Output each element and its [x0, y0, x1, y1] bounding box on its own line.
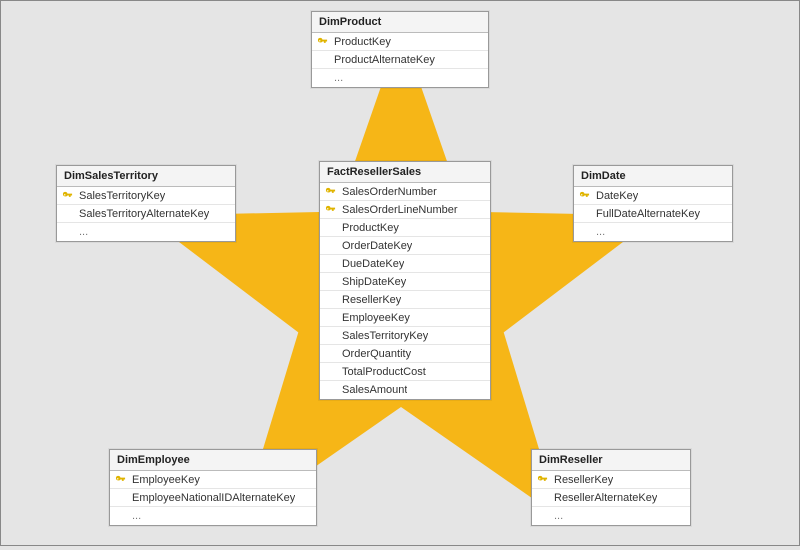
column-name: SalesOrderNumber	[338, 186, 437, 198]
column-row[interactable]: ResellerKey	[320, 291, 490, 309]
primary-key-icon	[322, 186, 338, 197]
column-row[interactable]: SalesTerritoryAlternateKey	[57, 205, 235, 223]
table-dimemployee[interactable]: DimEmployee EmployeeKey EmployeeNationalID…	[109, 449, 317, 526]
column-name: ProductKey	[338, 222, 399, 234]
column-row[interactable]: ResellerAlternateKey	[532, 489, 690, 507]
primary-key-icon	[534, 474, 550, 485]
table-dimproduct[interactable]: DimProduct ProductKey ProductAlternateKey.…	[311, 11, 489, 88]
column-row[interactable]: EmployeeKey	[320, 309, 490, 327]
table-dimdate[interactable]: DimDate DateKey FullDateAlternateKey...	[573, 165, 733, 242]
column-name: ResellerKey	[550, 474, 613, 486]
column-row[interactable]: EmployeeKey	[110, 471, 316, 489]
columns-ellipsis: ...	[574, 223, 732, 241]
columns-ellipsis: ...	[110, 507, 316, 525]
column-name: EmployeeKey	[338, 312, 410, 324]
column-row[interactable]: TotalProductCost	[320, 363, 490, 381]
columns-ellipsis: ...	[532, 507, 690, 525]
table-title: DimEmployee	[110, 450, 316, 471]
primary-key-icon	[576, 190, 592, 201]
column-name: SalesTerritoryKey	[338, 330, 428, 342]
column-name: EmployeeKey	[128, 474, 200, 486]
column-name: ResellerKey	[338, 294, 401, 306]
column-name: ProductAlternateKey	[330, 54, 435, 66]
column-row[interactable]: ShipDateKey	[320, 273, 490, 291]
table-title: DimDate	[574, 166, 732, 187]
column-row[interactable]: SalesOrderNumber	[320, 183, 490, 201]
column-name: SalesOrderLineNumber	[338, 204, 458, 216]
column-name: SalesAmount	[338, 384, 407, 396]
primary-key-icon	[314, 36, 330, 47]
column-row[interactable]: FullDateAlternateKey	[574, 205, 732, 223]
table-title: DimReseller	[532, 450, 690, 471]
column-name: ShipDateKey	[338, 276, 406, 288]
table-dimsalesterritory[interactable]: DimSalesTerritory SalesTerritoryKey SalesT…	[56, 165, 236, 242]
primary-key-icon	[59, 190, 75, 201]
table-title: DimProduct	[312, 12, 488, 33]
column-row[interactable]: SalesTerritoryKey	[320, 327, 490, 345]
column-row[interactable]: SalesAmount	[320, 381, 490, 399]
column-row[interactable]: ResellerKey	[532, 471, 690, 489]
column-row[interactable]: EmployeeNationalIDAlternateKey	[110, 489, 316, 507]
column-name: DueDateKey	[338, 258, 404, 270]
columns-ellipsis: ...	[312, 69, 488, 87]
column-row[interactable]: OrderQuantity	[320, 345, 490, 363]
column-name: ProductKey	[330, 36, 391, 48]
column-row[interactable]: DueDateKey	[320, 255, 490, 273]
column-row[interactable]: ProductKey	[312, 33, 488, 51]
column-row[interactable]: DateKey	[574, 187, 732, 205]
column-row[interactable]: SalesOrderLineNumber	[320, 201, 490, 219]
table-title: DimSalesTerritory	[57, 166, 235, 187]
columns-ellipsis: ...	[57, 223, 235, 241]
column-name: SalesTerritoryKey	[75, 190, 165, 202]
column-row[interactable]: ProductAlternateKey	[312, 51, 488, 69]
column-name: OrderQuantity	[338, 348, 411, 360]
column-name: SalesTerritoryAlternateKey	[75, 208, 209, 220]
column-row[interactable]: ProductKey	[320, 219, 490, 237]
column-name: OrderDateKey	[338, 240, 412, 252]
primary-key-icon	[322, 204, 338, 215]
table-factresellersales[interactable]: FactResellerSales SalesOrderNumber SalesOr…	[319, 161, 491, 400]
column-row[interactable]: SalesTerritoryKey	[57, 187, 235, 205]
primary-key-icon	[112, 474, 128, 485]
table-title: FactResellerSales	[320, 162, 490, 183]
column-name: DateKey	[592, 190, 638, 202]
column-name: EmployeeNationalIDAlternateKey	[128, 492, 295, 504]
column-name: ResellerAlternateKey	[550, 492, 657, 504]
column-row[interactable]: OrderDateKey	[320, 237, 490, 255]
table-dimreseller[interactable]: DimReseller ResellerKey ResellerAlternateK…	[531, 449, 691, 526]
column-name: TotalProductCost	[338, 366, 426, 378]
column-name: FullDateAlternateKey	[592, 208, 700, 220]
